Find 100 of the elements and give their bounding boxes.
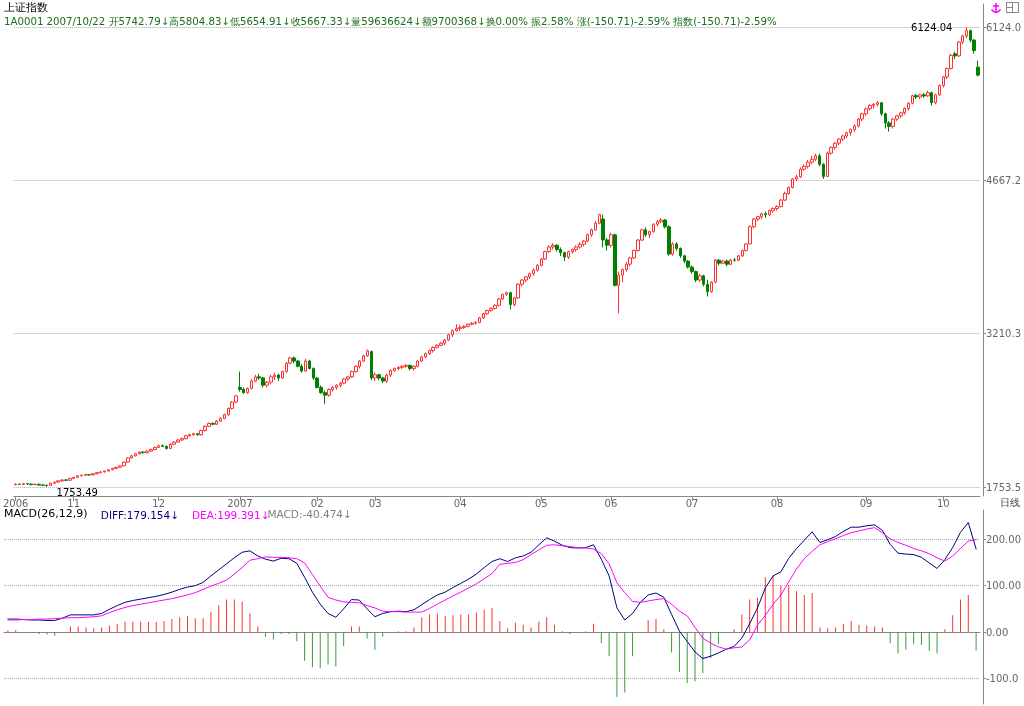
candlestick [76,474,79,479]
candlestick [49,482,52,487]
candlestick [72,476,75,480]
candlestick [489,306,493,313]
candlestick [95,471,99,475]
candlestick [524,275,528,283]
candlestick [87,473,91,477]
candlestick [18,483,21,486]
candlestick [145,449,149,454]
candlestick [304,358,307,373]
chart-title: MACD(26,12,9) [4,507,88,520]
x-tick-label: 11 [67,497,81,509]
candlestick [300,363,303,374]
x-tick-label: 05 [534,497,548,509]
candlestick [721,259,725,265]
candlestick [169,442,172,450]
candlestick [868,103,872,112]
candlestick [918,93,922,100]
candlestick [342,377,346,385]
x-tick-label: 03 [368,497,382,509]
candlestick [327,387,331,398]
candlestick [107,468,110,473]
candlestick [412,364,416,372]
candlestick [22,482,25,486]
candlestick [238,371,242,393]
candlestick [176,438,180,444]
candlestick [370,350,373,381]
candlestick [207,422,211,428]
candlestick [114,466,118,470]
x-tick-label: 2007 [227,497,253,509]
x-tick-label: 08 [770,497,784,509]
candlestick [273,372,276,381]
candlestick [837,137,841,146]
candlestick [141,450,145,454]
candlestick [466,322,470,328]
candlestick [841,134,845,142]
candlestick [26,482,29,486]
candlestick [84,473,87,477]
candlestick [810,155,814,165]
candlestick [771,206,775,214]
candlestick [29,483,33,486]
candlestick [45,484,48,488]
candlestick [551,242,555,251]
candlestick [845,131,848,139]
candlestick [872,102,875,109]
candlestick [485,309,489,316]
candlestick [555,243,559,253]
candlestick [358,359,361,369]
candlestick [292,355,296,364]
candlestick [899,111,903,119]
x-tick-label: 02 [310,497,324,509]
text: 1A0001 2007/10/22 开5742.79↓高5804.83↓低5654.91↓收5667.33↓量59636624↓额9700368↓换0.00% 振2.58% 涨(-150.71)-2.59% 指数(-150.71)-2.59% [4,15,777,27]
candlestick [922,92,926,99]
candlestick [764,211,767,219]
candlestick [335,383,338,390]
candlestick [165,445,168,450]
candlestick [126,456,130,464]
candlestick [56,479,60,484]
candlestick [729,258,732,266]
candlestick [118,464,122,469]
candlestick [470,321,474,326]
candlestick [733,257,736,263]
candlestick [482,312,485,320]
candlestick [903,106,906,116]
candlestick [563,251,566,262]
candlestick [381,376,385,384]
candlestick [439,341,443,347]
candlestick [400,364,404,370]
candlestick [849,128,852,137]
candlestick [111,467,114,471]
candlestick [652,222,655,234]
candlestick [339,381,342,388]
candlestick [192,432,195,437]
candlestick [153,446,157,451]
x-tick-label: 2006 [2,497,29,509]
candlestick [509,291,512,311]
candlestick [806,159,810,169]
y-tick-label: 0.00 [986,626,1009,638]
candlestick [659,217,663,224]
candlestick [172,440,176,446]
candlestick [408,364,412,372]
candlestick [478,316,481,324]
candlestick [134,452,137,457]
candlestick [385,373,388,384]
candlestick [768,209,771,217]
text: DIFF:179.154↓ [100,509,179,521]
candlestick [505,291,508,297]
candlestick [373,372,377,382]
candlestick [930,91,933,106]
candlestick [574,244,578,253]
candlestick [609,232,613,248]
text: 日线 [1000,496,1020,508]
y-tick-label: 3210.3 [986,328,1022,340]
candlestick [571,247,574,255]
candlestick [184,434,188,440]
candlestick [474,320,477,326]
candlestick [926,90,930,98]
candlestick [138,450,141,456]
candlestick [366,349,369,358]
y-tick-label: 6124.0 [986,21,1022,33]
